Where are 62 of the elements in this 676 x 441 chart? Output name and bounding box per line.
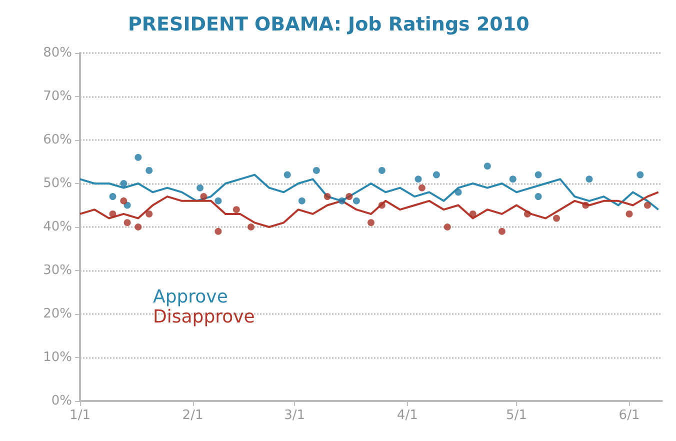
point — [644, 202, 651, 209]
point — [553, 214, 560, 222]
y-tick-label: 80% — [43, 46, 72, 60]
point — [368, 219, 374, 226]
point — [432, 171, 440, 178]
point — [444, 224, 451, 230]
x-tick-label: 2/1 — [182, 408, 204, 423]
y-tick-label: 20% — [43, 306, 72, 322]
point — [534, 171, 542, 178]
point — [134, 154, 142, 161]
point — [247, 224, 254, 230]
point — [214, 228, 222, 235]
point — [378, 166, 386, 174]
y-tick-label: 40% — [43, 220, 72, 234]
point — [200, 193, 208, 200]
point — [298, 197, 306, 204]
point — [196, 184, 204, 192]
line-series — [79, 174, 660, 211]
point — [352, 197, 360, 204]
text: Approve — [153, 286, 228, 308]
x-tick-label: 1/1 — [70, 408, 90, 423]
point — [109, 193, 116, 200]
x-tick-label: 6/1 — [618, 408, 640, 423]
text: Disapprove — [153, 306, 255, 328]
y-tick-label: 50% — [43, 176, 72, 191]
point — [484, 162, 491, 170]
point — [586, 176, 593, 183]
y-tick-label: 10% — [43, 350, 72, 365]
point — [146, 166, 153, 174]
y-tick-label: 60% — [43, 132, 72, 148]
point — [284, 171, 291, 178]
point — [378, 202, 386, 209]
point — [312, 166, 320, 174]
point — [232, 206, 240, 214]
x-tick-label: 3/1 — [284, 408, 306, 423]
point — [124, 219, 131, 226]
point — [120, 197, 128, 204]
point — [134, 224, 142, 230]
point — [534, 193, 542, 200]
point — [509, 176, 516, 183]
point — [120, 180, 128, 187]
x-tick-label: 4/1 — [396, 408, 418, 423]
y-tick-label: 0% — [51, 394, 72, 408]
point — [418, 184, 426, 192]
point — [636, 171, 644, 178]
point — [214, 197, 222, 204]
point — [524, 210, 531, 218]
x-tick-label: 5/1 — [506, 408, 527, 423]
chart-title: PRESIDENT OBAMA: Job Ratings 2010 — [128, 14, 530, 36]
point — [346, 193, 353, 200]
point — [338, 197, 346, 204]
y-tick-label: 30% — [43, 263, 72, 278]
point — [582, 202, 590, 209]
point — [498, 228, 506, 235]
point — [626, 210, 633, 218]
point — [454, 188, 462, 196]
y-tick-label: 70% — [43, 89, 72, 104]
point — [146, 210, 153, 218]
point — [109, 210, 116, 218]
point — [414, 176, 422, 183]
point — [324, 193, 331, 200]
point — [469, 210, 476, 218]
